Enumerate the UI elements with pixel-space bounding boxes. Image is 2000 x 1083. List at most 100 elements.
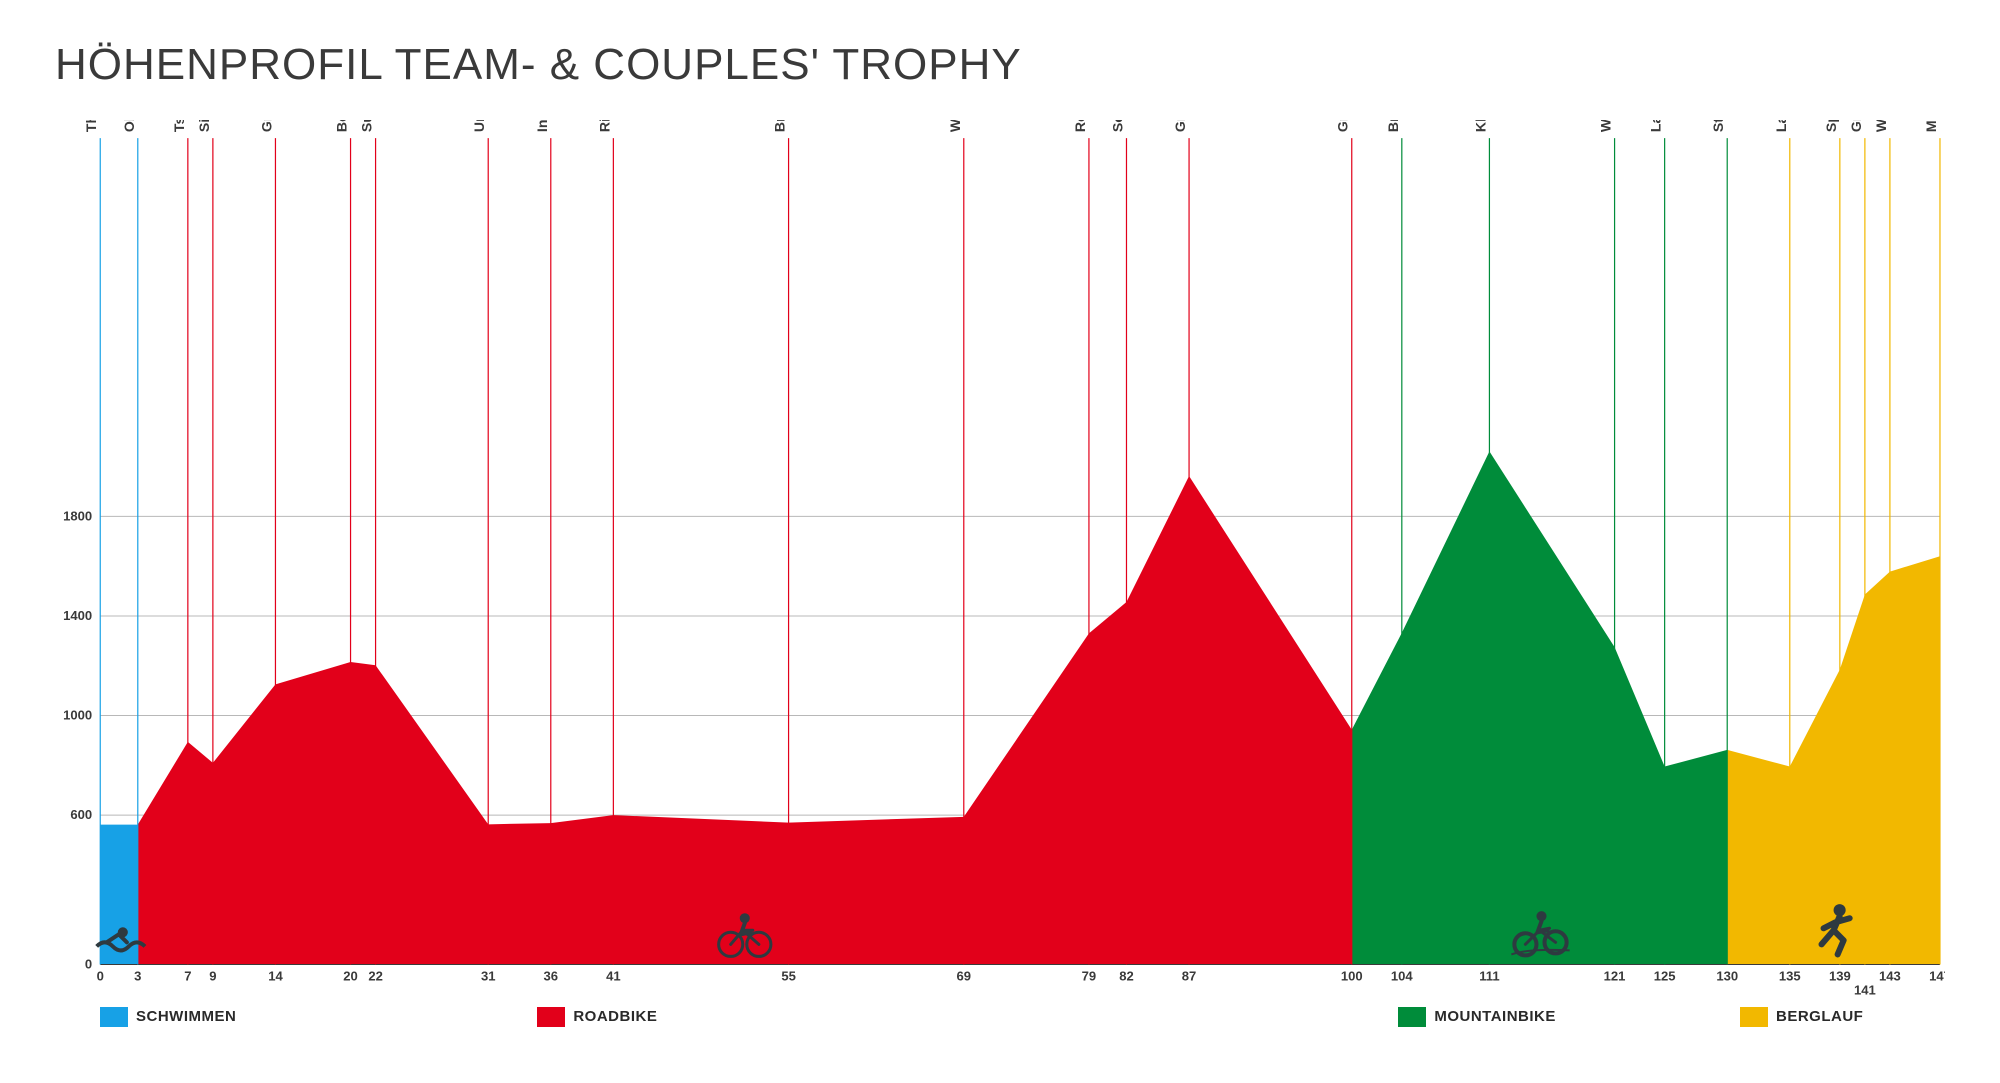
waypoint-label: Lauterbrunnen 795 — [1773, 120, 1789, 132]
x-tick: 130 — [1716, 969, 1738, 984]
svg-text:Sundgraben 1202: Sundgraben 1202 — [359, 120, 375, 132]
waypoint-label: Lauterbrunnen 795 — [1648, 120, 1664, 132]
svg-text:Oberhofen 562: Oberhofen 562 — [121, 120, 137, 132]
svg-text:Mürren Sportzentrum 1640: Mürren Sportzentrum 1640 — [1923, 120, 1939, 132]
svg-text:Kleine Scheidegg 2061: Kleine Scheidegg 2061 — [1472, 120, 1488, 132]
waypoint-label: Willigen Meiringen 593 — [947, 120, 963, 132]
x-tick: 111 — [1479, 969, 1499, 984]
waypoint-label: Kleine Scheidegg 2061 — [1472, 120, 1488, 132]
waypoint-label: Sigriswil 810 — [196, 120, 212, 132]
svg-text:Stechelberg 862: Stechelberg 862 — [1710, 120, 1726, 132]
page-title: HÖHENPROFIL TEAM- & COUPLES' TROPHY — [55, 40, 1945, 90]
svg-text:Sigriswil 810: Sigriswil 810 — [196, 120, 212, 132]
svg-text:Schwarzwaldalp 1456: Schwarzwaldalp 1456 — [1109, 120, 1125, 132]
waypoint-label: Rosenlaui 1330 — [1072, 120, 1088, 132]
svg-text:Grindelwald Grund 943: Grindelwald Grund 943 — [1335, 120, 1351, 132]
svg-text:Unterseen 563: Unterseen 563 — [471, 120, 487, 132]
waypoint-label: Mürren Sportzentrum 1640 — [1923, 120, 1939, 132]
y-tick: 1400 — [63, 608, 92, 623]
waypoint-label: Stechelberg 862 — [1710, 120, 1726, 132]
legend-item-run: BERGLAUF — [1740, 1007, 1945, 1027]
x-tick: 147 — [1929, 969, 1945, 984]
svg-text:Brienz 570: Brienz 570 — [772, 120, 788, 132]
waypoint-label: Grindelwald Grund 943 — [1335, 120, 1351, 132]
area-mtb — [1352, 451, 1727, 964]
x-tick: 69 — [957, 969, 972, 984]
x-tick: 82 — [1119, 969, 1134, 984]
legend-label: ROADBIKE — [573, 1008, 657, 1025]
legend-swatch — [537, 1007, 565, 1027]
area-run — [1727, 556, 1940, 964]
x-tick: 100 — [1341, 969, 1363, 984]
svg-text:Rosenlaui 1330: Rosenlaui 1330 — [1072, 120, 1088, 132]
waypoint-label: Wengen 1275 — [1598, 120, 1614, 132]
y-tick: 0 — [85, 956, 92, 971]
y-tick: 600 — [70, 807, 92, 822]
waypoint-label: Grütschalp 1486 — [1848, 120, 1864, 132]
legend-item-mtb: MOUNTAINBIKE — [1398, 1007, 1740, 1027]
x-tick: 3 — [134, 969, 141, 984]
waypoint-label: Interlaken 568 — [534, 120, 550, 132]
svg-text:Thun 562: Thun 562 — [83, 120, 99, 132]
x-tick: 7 — [184, 969, 191, 984]
svg-text:Willigen Meiringen 593: Willigen Meiringen 593 — [947, 120, 963, 132]
x-tick: 41 — [606, 969, 621, 984]
x-tick: 104 — [1391, 969, 1414, 984]
waypoint-label: Beatenberg 1215 — [334, 120, 350, 132]
legend-item-roadbike: ROADBIKE — [537, 1007, 1398, 1027]
y-tick: 1800 — [63, 508, 92, 523]
x-tick: 143 — [1879, 969, 1901, 984]
svg-text:Grütschalp 1486: Grütschalp 1486 — [1848, 120, 1864, 132]
x-tick: 36 — [544, 969, 559, 984]
x-tick: 14 — [268, 969, 283, 984]
legend-label: SCHWIMMEN — [136, 1008, 236, 1025]
waypoint-label: Brandegg 1332 — [1385, 120, 1401, 132]
elevation-chart: 0 600 1000 1400 1800 Thun 562 0 Oberhofen 562 3 T… — [55, 120, 1945, 995]
x-tick: 0 — [97, 969, 104, 984]
svg-text:Beatenberg 1215: Beatenberg 1215 — [334, 120, 350, 132]
waypoint-label: Sprissenkehr 1185 — [1823, 120, 1839, 132]
x-tick: 55 — [781, 969, 796, 984]
x-tick: 20 — [343, 969, 358, 984]
area-roadbike — [138, 476, 1352, 964]
x-tick: 139 — [1829, 969, 1851, 984]
x-tick: 135 — [1779, 969, 1801, 984]
x-tick: 125 — [1654, 969, 1676, 984]
waypoint-label: Grosse Scheidegg 1962 — [1172, 120, 1188, 132]
waypoint-label: Thun 562 — [83, 120, 99, 132]
legend-item-swim: SCHWIMMEN — [100, 1007, 537, 1027]
legend-label: BERGLAUF — [1776, 1008, 1863, 1025]
svg-text:Grosse Scheidegg 1962: Grosse Scheidegg 1962 — [1172, 120, 1188, 132]
waypoint-label: Tschingel 894 — [171, 120, 187, 132]
legend-swatch — [1740, 1007, 1768, 1027]
x-tick: 79 — [1082, 969, 1097, 984]
x-tick: 31 — [481, 969, 496, 984]
waypoint-label: Oberhofen 562 — [121, 120, 137, 132]
waypoint-label: Brienz 570 — [772, 120, 788, 132]
svg-text:Lauterbrunnen 795: Lauterbrunnen 795 — [1648, 120, 1664, 132]
waypoint-label: Grönhütte 1125 — [258, 120, 274, 132]
legend-swatch — [100, 1007, 128, 1027]
legend-swatch — [1398, 1007, 1426, 1027]
waypoint-label: Ringgenberg 600 — [596, 120, 612, 132]
svg-text:Lauterbrunnen 795: Lauterbrunnen 795 — [1773, 120, 1789, 132]
legend-label: MOUNTAINBIKE — [1434, 1008, 1556, 1025]
y-tick: 1000 — [63, 708, 92, 723]
x-tick: 87 — [1182, 969, 1197, 984]
svg-text:Brandegg 1332: Brandegg 1332 — [1385, 120, 1401, 132]
legend: SCHWIMMEN ROADBIKE MOUNTAINBIKE BERGLAUF — [55, 1007, 1945, 1027]
x-tick: 22 — [368, 969, 383, 984]
svg-text:Winteregg 1578: Winteregg 1578 — [1873, 120, 1889, 132]
x-tick: 121 — [1604, 969, 1626, 984]
svg-text:Interlaken 568: Interlaken 568 — [534, 120, 550, 132]
waypoint-label: Unterseen 563 — [471, 120, 487, 132]
waypoint-label: Winteregg 1578 — [1873, 120, 1889, 132]
chart-svg: 0 600 1000 1400 1800 Thun 562 0 Oberhofen 562 3 T… — [55, 120, 1945, 995]
waypoint-label: Schwarzwaldalp 1456 — [1109, 120, 1125, 132]
x-tick: 141 — [1854, 983, 1876, 995]
svg-text:Grönhütte 1125: Grönhütte 1125 — [258, 120, 274, 132]
svg-text:Tschingel 894: Tschingel 894 — [171, 120, 187, 132]
x-tick: 9 — [209, 969, 216, 984]
svg-text:Sprissenkehr 1185: Sprissenkehr 1185 — [1823, 120, 1839, 132]
waypoint-label: Sundgraben 1202 — [359, 120, 375, 132]
